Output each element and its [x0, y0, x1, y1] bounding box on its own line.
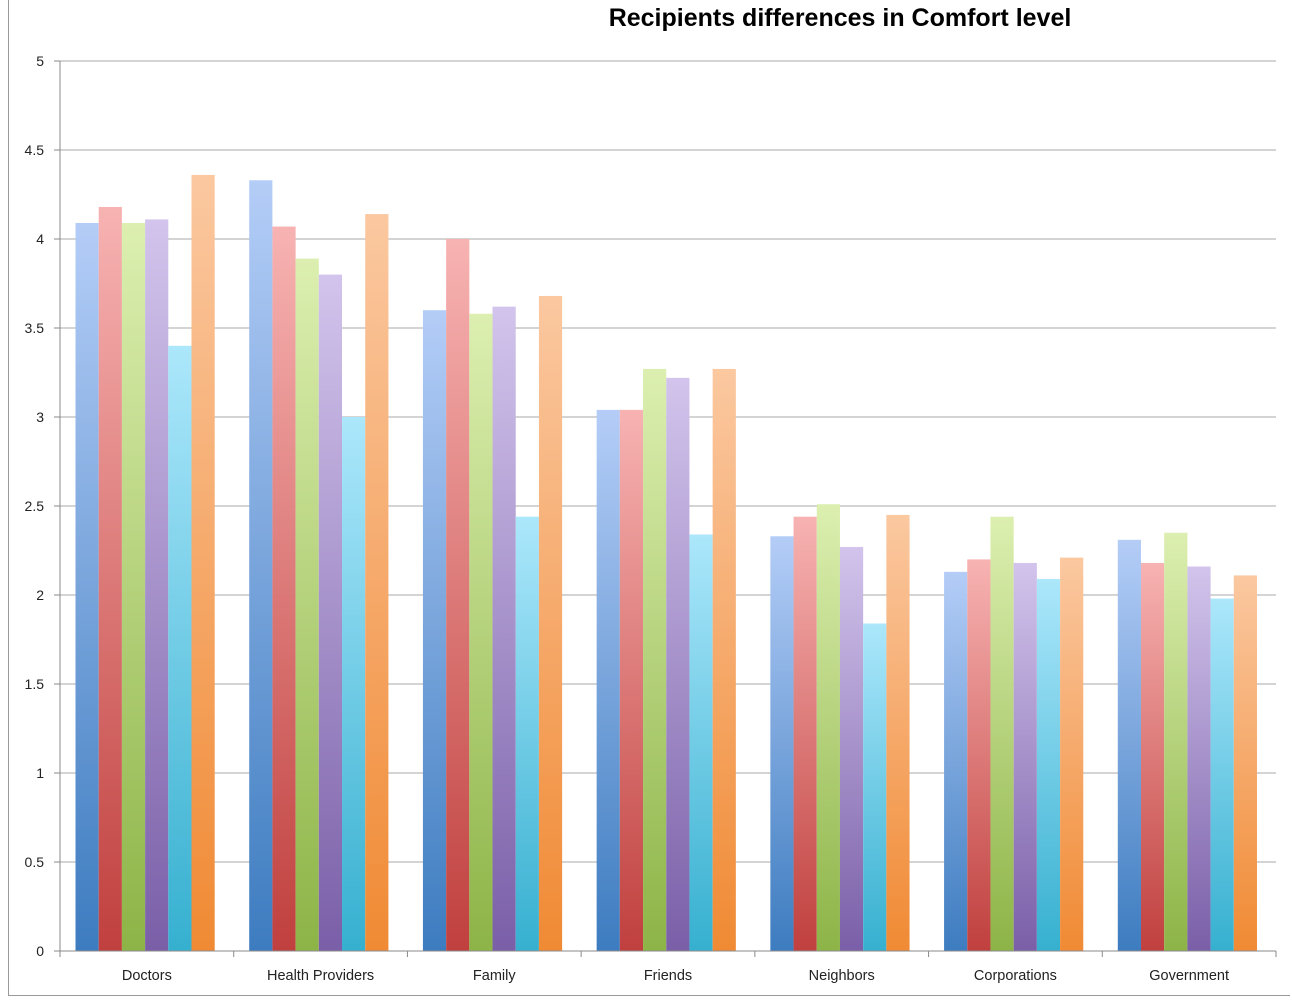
bar-neighbors-series-6 [886, 514, 910, 951]
bar-neighbors-series-2 [793, 516, 817, 951]
x-category-label: Health Providers [267, 968, 374, 984]
bar-doctors-series-6 [191, 174, 215, 952]
bar-government-series-1 [1117, 539, 1141, 951]
y-tick-label: 5 [36, 53, 44, 69]
y-tick-label: 4.5 [25, 142, 45, 158]
chart-title: Recipients differences in Comfort level [608, 4, 1072, 32]
bar-corporations-series-2 [967, 559, 991, 951]
bar-friends-series-3 [643, 368, 667, 951]
y-tick-label: 0.5 [25, 854, 45, 870]
bar-health-providers-series-4 [318, 274, 343, 952]
bar-neighbors-series-5 [863, 623, 887, 951]
bar-friends-series-4 [666, 377, 690, 952]
bar-friends-series-5 [689, 534, 713, 951]
bar-government-series-3 [1164, 532, 1188, 951]
bar-government-series-6 [1233, 575, 1257, 951]
bar-government-series-2 [1140, 562, 1165, 951]
bar-neighbors-series-3 [816, 504, 840, 951]
bar-doctors-series-1 [75, 222, 99, 952]
bar-doctors-series-4 [145, 219, 169, 952]
bar-family-series-2 [446, 239, 470, 951]
bar-doctors-series-3 [121, 222, 146, 952]
y-tick-label: 2 [36, 587, 44, 603]
bar-friends-series-1 [596, 409, 620, 951]
y-tick-label: 3.5 [25, 320, 45, 336]
bar-health-providers-series-3 [295, 258, 319, 952]
bar-friends-series-2 [619, 409, 644, 951]
bar-government-series-4 [1187, 566, 1211, 951]
bar-health-providers-series-2 [272, 226, 296, 952]
bar-corporations-series-1 [944, 571, 968, 951]
chart-frame [8, 0, 1290, 996]
bar-family-series-1 [422, 310, 447, 951]
bar-corporations-series-4 [1013, 562, 1037, 951]
bar-family-series-6 [538, 295, 563, 952]
y-tick-label: 1 [36, 765, 44, 781]
y-tick-label: 3 [36, 409, 44, 425]
bar-health-providers-series-6 [365, 214, 389, 951]
x-category-label: Friends [644, 968, 692, 984]
bar-health-providers-series-1 [249, 180, 273, 951]
x-category-label: Neighbors [809, 968, 875, 984]
bar-family-series-5 [515, 516, 539, 951]
x-category-label: Government [1149, 968, 1229, 984]
x-category-label: Family [473, 968, 516, 984]
x-category-label: Doctors [122, 968, 172, 984]
bar-family-series-4 [492, 306, 516, 951]
bar-doctors-series-5 [168, 345, 192, 951]
bar-family-series-3 [469, 313, 493, 951]
x-category-label: Corporations [974, 968, 1057, 984]
bar-corporations-series-5 [1036, 578, 1061, 951]
bar-government-series-5 [1210, 598, 1234, 951]
bar-health-providers-series-5 [342, 417, 366, 951]
y-tick-label: 2.5 [25, 498, 45, 514]
bar-neighbors-series-4 [839, 546, 864, 951]
y-tick-label: 4 [36, 231, 44, 247]
y-tick-label: 1.5 [25, 676, 45, 692]
bar-neighbors-series-1 [770, 536, 794, 951]
bar-corporations-series-6 [1060, 557, 1084, 951]
bar-corporations-series-3 [990, 516, 1014, 951]
y-tick-label: 0 [36, 943, 44, 959]
bar-friends-series-6 [712, 368, 736, 951]
bar-doctors-series-2 [98, 206, 122, 951]
